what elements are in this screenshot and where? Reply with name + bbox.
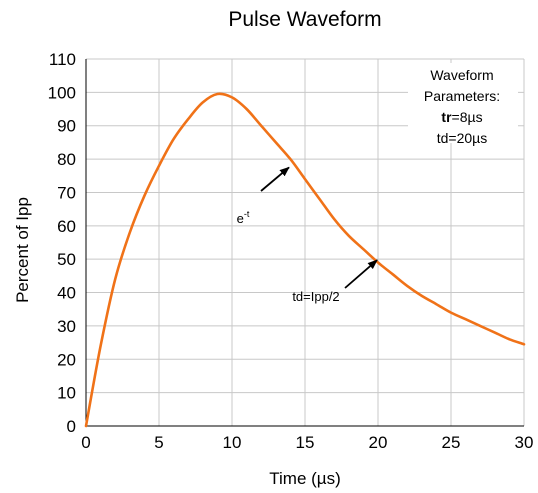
y-tick-label: 10 — [57, 384, 76, 403]
parameters-box-background — [408, 63, 518, 143]
parameters-box-line: td=20µs — [437, 130, 488, 146]
parameters-box: Waveform Parameters: tr=8µs td=20µs — [408, 63, 518, 146]
exp-annotation-arrow — [260, 166, 290, 192]
x-tick-label: 5 — [154, 433, 163, 452]
x-tick-label: 20 — [369, 433, 388, 452]
y-tick-label: 90 — [57, 117, 76, 136]
x-tick-label: 25 — [442, 433, 461, 452]
axes — [85, 59, 524, 427]
x-tick-label: 0 — [81, 433, 90, 452]
x-tick-label: 30 — [515, 433, 534, 452]
parameters-box-line: Waveform — [430, 67, 493, 83]
y-tick-label: 110 — [49, 50, 76, 69]
y-tick-labels: 0 10 20 30 40 50 60 70 80 90 100 110 — [48, 50, 76, 436]
y-tick-label: 80 — [57, 150, 76, 169]
annotations-group: e-t td=Ipp/2 — [237, 166, 378, 304]
half-value-annotation-arrow — [344, 259, 378, 289]
y-tick-label: 50 — [57, 250, 76, 269]
series-group — [84, 92, 526, 428]
y-tick-label: 60 — [57, 217, 76, 236]
chart-title: Pulse Waveform — [228, 8, 381, 31]
x-tick-labels: 0 5 10 15 20 25 30 — [81, 433, 533, 452]
x-tick-label: 10 — [223, 433, 242, 452]
y-tick-label: 100 — [48, 83, 76, 102]
y-tick-label: 40 — [57, 284, 76, 303]
parameters-box-line: Parameters: — [424, 88, 500, 104]
y-tick-label: 30 — [57, 317, 76, 336]
y-axis-label: Percent of Ipp — [13, 197, 32, 303]
half-value-annotation-label: td=Ipp/2 — [292, 289, 339, 304]
y-tick-label: 0 — [67, 417, 76, 436]
x-axis-label: Time (µs) — [269, 469, 341, 488]
y-tick-label: 20 — [57, 350, 76, 369]
x-tick-label: 15 — [296, 433, 315, 452]
exp-annotation-label: e-t — [237, 209, 250, 226]
y-tick-label: 70 — [57, 183, 76, 202]
parameters-box-line: tr=8µs — [441, 109, 482, 125]
pulse-waveform-line — [84, 92, 526, 428]
